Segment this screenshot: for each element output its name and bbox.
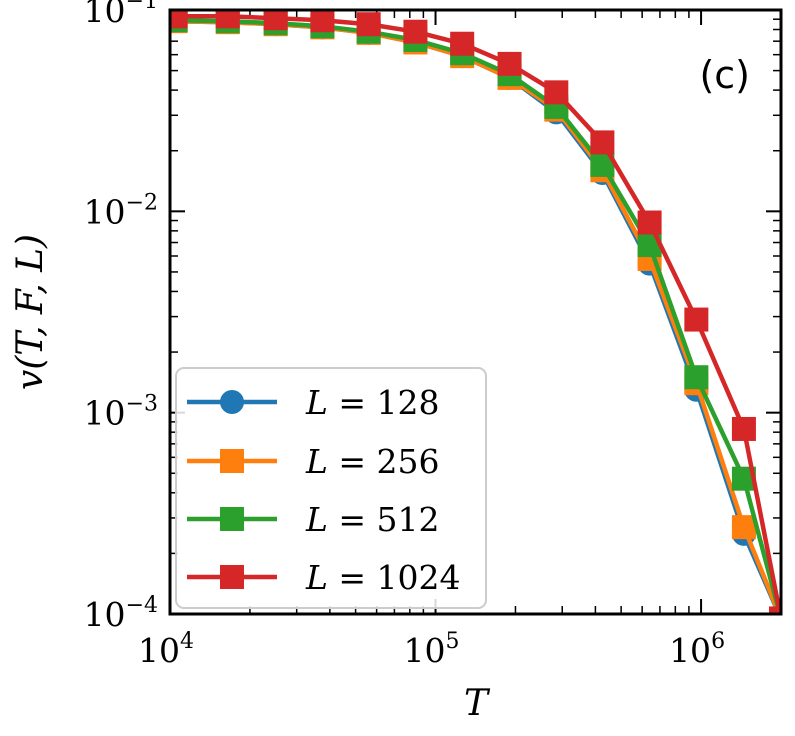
data-point: [769, 606, 781, 614]
x-tick-label: 104: [138, 629, 194, 670]
x-tick-label: 105: [404, 629, 460, 670]
legend-entry: L = 128: [187, 383, 440, 422]
y-axis-label: v(T, F, L): [10, 234, 51, 390]
data-point: [590, 130, 615, 155]
legend-marker: [220, 449, 244, 473]
legend-label: L = 256: [305, 442, 440, 481]
data-point: [684, 307, 709, 332]
data-point: [497, 51, 522, 76]
data-point: [263, 10, 288, 31]
tick-labels: 104 105 106 10−1 10−2 10−3 10−4: [84, 0, 726, 670]
panel-label: (c): [699, 53, 750, 97]
x-tick-label: 106: [669, 629, 725, 670]
data-point: [731, 515, 756, 540]
legend-marker: [220, 390, 244, 414]
data-point: [637, 210, 662, 235]
legend-entry: L = 256: [187, 442, 440, 481]
data-point: [215, 10, 240, 29]
plot-frame: [168, 8, 783, 616]
data-point: [684, 365, 709, 390]
data-point: [544, 80, 569, 105]
legend-entry: L = 1024: [187, 558, 461, 597]
legend-label: L = 128: [305, 383, 440, 422]
legend-box: [175, 367, 487, 609]
y-tick-label: 10−3: [84, 392, 158, 433]
y-tick-label: 10−4: [84, 593, 158, 634]
legend-label: L = 1024: [305, 558, 461, 597]
data-point: [731, 416, 756, 441]
legend-marker: [220, 507, 244, 531]
series-layer: [170, 10, 781, 614]
series-1024: [170, 10, 781, 614]
legend-marker: [220, 565, 244, 589]
data-point: [450, 31, 475, 56]
legend: L = 128 L = 256 L = 512 L = 1024: [175, 367, 487, 609]
data-point: [356, 12, 381, 37]
x-axis-label: T: [464, 683, 491, 724]
data-point: [170, 10, 188, 29]
legend-label: L = 512: [305, 500, 440, 539]
y-tick-label: 10−2: [84, 190, 158, 231]
legend-entry: L = 512: [187, 500, 440, 539]
data-point: [310, 10, 335, 33]
y-tick-label: 10−1: [84, 0, 158, 30]
data-point: [403, 19, 428, 44]
